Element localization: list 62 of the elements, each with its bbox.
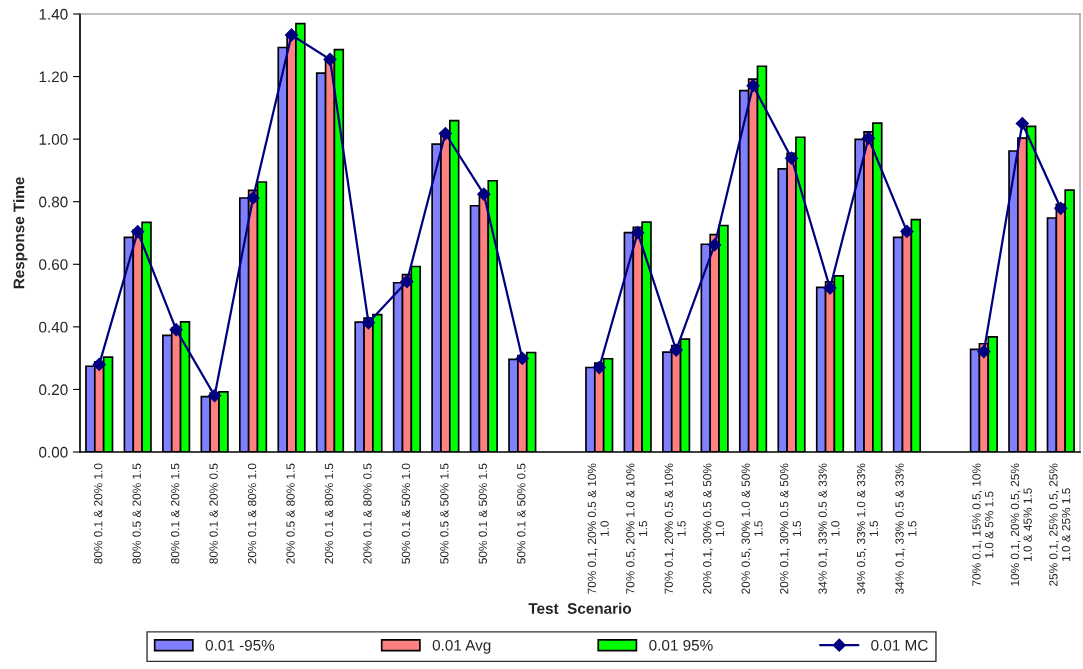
x-tick-label: 20% 0.5, 30% 1.0 & 50% 1.5 [741,463,763,594]
point [208,389,222,403]
y-tick-label: 0.00 [39,446,68,458]
y-tick-label: 0.40 [39,321,68,333]
y-axis-title: Response Time [13,177,28,289]
x-tick-label: 20% 0.1 & 80% 1.5 [324,463,334,564]
point [592,360,606,375]
y-tick-label: 1.20 [39,71,68,83]
y-tick-label: 0.20 [39,384,68,396]
point [631,226,645,240]
x-tick-label: 50% 0.1 & 50% 1.0 [401,463,411,564]
x-tick-label: 34% 0.5, 33% 1.0 & 33% 1.5 [856,463,878,594]
y-tick-label: 1.40 [39,8,68,20]
point [323,52,337,66]
point [169,323,183,337]
x-tick-label: 20% 0.1, 30% 0.5 & 50% 1.0 [703,463,725,594]
x-tick-label: 20% 0.1 & 80% 1.0 [247,463,257,564]
x-tick-label: 70% 0.1, 20% 0.5 & 10% 1.0 [587,463,609,594]
legend-label: 0.01 95% [649,639,713,651]
y-tick-label: 0.60 [39,259,68,270]
point [823,281,837,295]
y-tick-label: 0.80 [39,196,68,208]
x-axis-title: Test Scenario [528,602,632,614]
point [361,316,376,330]
x-tick-label: 50% 0.5 & 50% 1.5 [440,463,449,564]
y-tick-label: 1.00 [39,134,68,145]
x-tick-label: 70% 0.1, 15% 0.5, 10% 1.0 & 5% 1.5 [972,463,994,586]
x-tick-label: 20% 0.1 & 80% 0.5 [363,463,372,564]
x-tick-label: 34% 0.1, 33% 0.5 & 33% 1.0 [818,463,840,594]
point [246,191,260,205]
point [92,357,106,371]
x-tick-label: 20% 0.1, 30% 0.5 & 50% 1.5 [779,463,802,594]
point [438,126,452,141]
point [400,274,414,289]
x-tick-label: 50% 0.1 & 50% 1.5 [478,463,488,564]
point [746,79,760,93]
point [131,225,145,239]
legend-label: 0.01 MC [871,639,928,651]
point [784,151,799,165]
point [669,343,683,357]
point [515,351,529,366]
point [861,131,876,145]
x-tick-label: 50% 0.1 & 50% 0.5 [517,463,526,564]
point [900,224,914,239]
point [977,344,991,359]
x-tick-label: 80% 0.1 & 20% 0.5 [209,463,218,564]
point [284,28,299,42]
legend-label: 0.01 Avg [432,639,491,654]
x-tick-label: 20% 0.5 & 80% 1.5 [286,463,295,564]
x-tick-label: 70% 0.5, 20% 1.0 & 10% 1.5 [626,463,648,594]
x-tick-label: 10% 0.1, 20% 0.5, 25% 1.0 & 45% 1.5 [1010,463,1032,586]
point [477,187,491,201]
point [708,238,722,252]
x-tick-label: 80% 0.1 & 20% 1.0 [94,463,103,564]
x-tick-label: 70% 0.1, 20% 0.5 & 10% 1.5 [664,463,686,594]
x-tick-label: 25% 0.1, 25% 0.5, 25% 1.0 & 25% 1.5 [1049,463,1071,586]
point [1054,201,1068,215]
point [1015,116,1029,131]
x-tick-label: 34% 0.1, 33% 0.5 & 33% 1.5 [895,463,917,594]
legend-label: 0.01 -95% [205,639,275,651]
x-tick-label: 80% 0.5 & 20% 1.5 [132,463,141,564]
x-tick-label: 80% 0.1 & 20% 1.5 [170,463,180,564]
